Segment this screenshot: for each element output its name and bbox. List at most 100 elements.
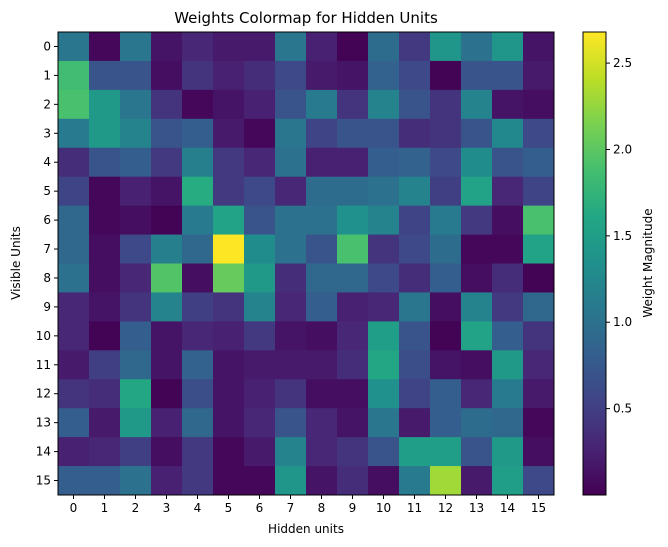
heatmap-cell xyxy=(244,205,276,235)
heatmap-cell xyxy=(151,32,183,62)
heatmap-cell xyxy=(213,60,245,91)
x-tick-label: 11 xyxy=(407,501,422,515)
heatmap-cell xyxy=(213,205,245,235)
heatmap-cell xyxy=(89,89,121,120)
heatmap-cell xyxy=(58,89,90,120)
heatmap-cell xyxy=(182,205,214,235)
heatmap-cell xyxy=(244,147,276,178)
y-tick-label: 5 xyxy=(43,184,51,198)
heatmap-cell xyxy=(461,408,493,438)
heatmap-cell xyxy=(430,350,462,380)
heatmap-cell xyxy=(399,350,431,380)
heatmap-cell xyxy=(430,89,462,120)
heatmap-cell xyxy=(492,379,524,409)
heatmap-cell xyxy=(58,205,90,235)
heatmap-cell xyxy=(182,176,214,207)
heatmap-cell xyxy=(182,437,214,467)
heatmap-cell xyxy=(337,118,369,149)
heatmap-cell xyxy=(399,205,431,235)
colorbar-tick-label: 2.0 xyxy=(613,142,632,156)
heatmap-cell xyxy=(461,205,493,235)
heatmap-cell xyxy=(244,350,276,380)
x-axis-ticks: 0 1 2 3 4 5 6 7 8 9 10 11 12 13 14 15 xyxy=(70,495,546,515)
heatmap-cell xyxy=(58,32,90,62)
heatmap-cell xyxy=(120,147,152,178)
heatmap-cell xyxy=(368,234,400,264)
heatmap-cell xyxy=(213,263,245,293)
heatmap-cell xyxy=(337,408,369,438)
heatmap-cell xyxy=(523,147,555,178)
heatmap-cell xyxy=(306,147,338,178)
heatmap-cell xyxy=(337,263,369,293)
heatmap-cell xyxy=(306,263,338,293)
heatmap-cell xyxy=(213,32,245,62)
heatmap-cell xyxy=(89,32,121,62)
heatmap-cell xyxy=(120,118,152,149)
heatmap-cell xyxy=(244,118,276,149)
colorbar-label: Weight Magnitude xyxy=(641,208,655,317)
heatmap-cell xyxy=(58,466,90,496)
heatmap-cell xyxy=(368,176,400,207)
heatmap-cell xyxy=(213,147,245,178)
heatmap-cell xyxy=(213,118,245,149)
heatmap-cell xyxy=(151,379,183,409)
colorbar-tick-label: 1.0 xyxy=(613,315,632,329)
heatmap-cell xyxy=(58,350,90,380)
heatmap-cell xyxy=(306,437,338,467)
heatmap-cell xyxy=(492,147,524,178)
heatmap-cell xyxy=(244,32,276,62)
heatmap-cell xyxy=(244,321,276,351)
heatmap-cell xyxy=(58,60,90,91)
heatmap-cell xyxy=(368,89,400,120)
heatmap-cell xyxy=(151,263,183,293)
heatmap-cell xyxy=(461,350,493,380)
heatmap-cell xyxy=(213,321,245,351)
x-tick-label: 10 xyxy=(376,501,391,515)
heatmap-cell xyxy=(337,89,369,120)
heatmap-cell xyxy=(368,379,400,409)
heatmap-cell xyxy=(244,437,276,467)
heatmap-cell xyxy=(337,234,369,264)
heatmap-cell xyxy=(430,147,462,178)
heatmap-cell xyxy=(399,32,431,62)
heatmap-cell xyxy=(461,321,493,351)
heatmap-cell xyxy=(306,466,338,496)
x-tick-label: 1 xyxy=(101,501,109,515)
heatmap-cell xyxy=(151,466,183,496)
heatmap-cell xyxy=(368,408,400,438)
heatmap-cell xyxy=(492,60,524,91)
heatmap-cell xyxy=(275,466,307,496)
heatmap-cell xyxy=(368,147,400,178)
heatmap-cell xyxy=(368,321,400,351)
heatmap-cell xyxy=(368,32,400,62)
heatmap-cell xyxy=(430,60,462,91)
heatmap-cell xyxy=(399,176,431,207)
heatmap-cell xyxy=(120,466,152,496)
heatmap-cell xyxy=(430,176,462,207)
heatmap-cell xyxy=(523,32,555,62)
heatmap-cell xyxy=(89,234,121,264)
heatmap-cell xyxy=(89,379,121,409)
y-tick-label: 15 xyxy=(36,474,51,488)
heatmap-cell xyxy=(461,466,493,496)
heatmap-cell xyxy=(368,205,400,235)
heatmap-cell xyxy=(368,118,400,149)
heatmap-cell xyxy=(399,60,431,91)
heatmap-cell xyxy=(151,408,183,438)
heatmap-cell xyxy=(337,437,369,467)
heatmap-cell xyxy=(492,263,524,293)
heatmap-cell xyxy=(58,437,90,467)
heatmap-cell xyxy=(182,263,214,293)
y-tick-label: 8 xyxy=(43,271,51,285)
heatmap-cell xyxy=(58,321,90,351)
heatmap-cell xyxy=(120,321,152,351)
heatmap-cell xyxy=(368,350,400,380)
heatmap-cell xyxy=(244,263,276,293)
heatmap-cell xyxy=(275,234,307,264)
heatmap-cell xyxy=(58,176,90,207)
y-tick-label: 4 xyxy=(43,155,51,169)
heatmap-cell xyxy=(399,321,431,351)
heatmap-cell xyxy=(368,437,400,467)
heatmap-cell xyxy=(89,205,121,235)
heatmap-cell xyxy=(120,32,152,62)
